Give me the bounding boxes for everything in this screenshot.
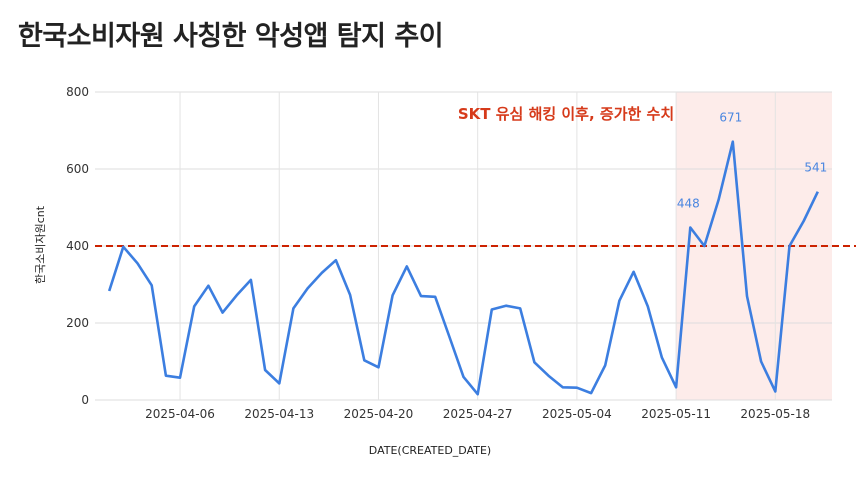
y-tick-label: 800 <box>66 85 89 99</box>
page-title: 한국소비자원 사칭한 악성앱 탐지 추이 <box>18 21 444 52</box>
annotation-text: SKT 유심 해킹 이후, 증가한 수치 <box>458 105 674 123</box>
y-tick-label: 600 <box>66 162 89 176</box>
x-axis-label: DATE(CREATED_DATE) <box>369 444 491 457</box>
data-label: 448 <box>677 197 700 211</box>
y-tick-label: 400 <box>66 239 89 253</box>
x-tick-label: 2025-05-11 <box>641 407 711 421</box>
x-tick-label: 2025-04-06 <box>145 407 215 421</box>
y-axis-label: 한국소비자원cnt <box>34 205 47 284</box>
x-tick-label: 2025-04-27 <box>443 407 513 421</box>
y-tick-label: 200 <box>66 316 89 330</box>
data-label: 541 <box>804 161 827 175</box>
y-tick-label: 0 <box>81 393 89 407</box>
x-tick-label: 2025-05-04 <box>542 407 612 421</box>
x-tick-label: 2025-04-20 <box>344 407 414 421</box>
data-label: 671 <box>719 111 742 125</box>
x-tick-label: 2025-04-13 <box>244 407 314 421</box>
x-tick-label: 2025-05-18 <box>740 407 810 421</box>
series-line <box>107 140 819 396</box>
